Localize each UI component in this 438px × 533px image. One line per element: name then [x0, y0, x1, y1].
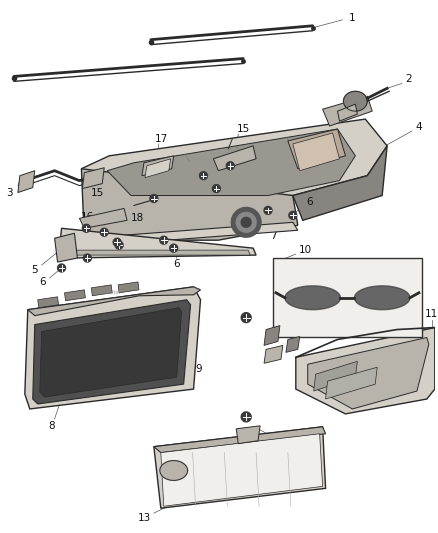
Text: 9: 9	[195, 364, 202, 374]
Polygon shape	[264, 206, 272, 214]
Polygon shape	[60, 228, 256, 258]
Polygon shape	[354, 286, 410, 310]
Polygon shape	[241, 412, 251, 422]
Polygon shape	[81, 119, 387, 196]
Polygon shape	[57, 264, 66, 272]
Text: 18: 18	[131, 213, 144, 223]
Polygon shape	[64, 250, 250, 255]
Text: 6: 6	[307, 197, 313, 207]
Polygon shape	[293, 133, 339, 171]
Polygon shape	[85, 222, 298, 246]
Polygon shape	[213, 146, 256, 171]
Text: 16: 16	[81, 212, 94, 222]
Text: 16: 16	[212, 153, 225, 163]
Polygon shape	[200, 172, 208, 180]
Text: 3: 3	[7, 188, 13, 198]
Text: 2: 2	[406, 75, 412, 84]
FancyBboxPatch shape	[273, 258, 422, 337]
Text: 4: 4	[416, 122, 422, 132]
Polygon shape	[82, 224, 90, 232]
Polygon shape	[82, 168, 104, 189]
Text: 13: 13	[138, 513, 152, 523]
Polygon shape	[28, 287, 201, 316]
Polygon shape	[107, 129, 355, 196]
Polygon shape	[286, 336, 300, 352]
Polygon shape	[55, 233, 78, 262]
Polygon shape	[285, 286, 340, 310]
Polygon shape	[113, 238, 121, 246]
Polygon shape	[264, 345, 283, 364]
Polygon shape	[38, 297, 59, 308]
Polygon shape	[212, 184, 220, 192]
Polygon shape	[118, 282, 139, 293]
Polygon shape	[145, 159, 171, 177]
Text: 14: 14	[279, 438, 293, 448]
Polygon shape	[241, 217, 251, 227]
Polygon shape	[226, 162, 234, 169]
Polygon shape	[296, 328, 435, 414]
Polygon shape	[100, 228, 108, 236]
Polygon shape	[18, 171, 35, 192]
Polygon shape	[264, 326, 280, 345]
Polygon shape	[142, 156, 174, 176]
Polygon shape	[343, 91, 367, 111]
Text: 6: 6	[39, 277, 46, 287]
Polygon shape	[160, 461, 187, 480]
Polygon shape	[314, 361, 357, 391]
Polygon shape	[160, 236, 168, 244]
Text: 12: 12	[299, 308, 312, 318]
Polygon shape	[241, 313, 251, 322]
Polygon shape	[288, 129, 346, 169]
Polygon shape	[338, 104, 357, 121]
Text: 15: 15	[237, 124, 250, 134]
Polygon shape	[289, 212, 297, 220]
Polygon shape	[358, 289, 406, 306]
Polygon shape	[236, 426, 260, 443]
Polygon shape	[154, 427, 325, 453]
Polygon shape	[236, 213, 256, 232]
Polygon shape	[79, 208, 127, 228]
Text: 5: 5	[32, 265, 38, 275]
Polygon shape	[64, 290, 85, 301]
Text: 17: 17	[155, 134, 169, 144]
Text: 6: 6	[173, 259, 180, 269]
Polygon shape	[293, 146, 387, 220]
Polygon shape	[308, 337, 429, 409]
Polygon shape	[115, 241, 123, 249]
Text: monitor: monitor	[102, 290, 121, 295]
Text: 1: 1	[349, 13, 356, 23]
Text: 10: 10	[299, 245, 312, 255]
Polygon shape	[81, 169, 298, 240]
Polygon shape	[40, 308, 182, 397]
Polygon shape	[92, 285, 112, 296]
Polygon shape	[83, 254, 92, 262]
Polygon shape	[323, 96, 372, 126]
Polygon shape	[170, 244, 178, 252]
Polygon shape	[231, 207, 261, 237]
Polygon shape	[150, 195, 158, 203]
Polygon shape	[289, 289, 336, 306]
Polygon shape	[33, 300, 191, 404]
Polygon shape	[25, 287, 201, 409]
Text: 8: 8	[48, 421, 55, 431]
Text: 15: 15	[91, 188, 104, 198]
Polygon shape	[325, 367, 377, 399]
Text: 11: 11	[425, 309, 438, 319]
Text: 7: 7	[270, 231, 276, 241]
Polygon shape	[161, 434, 323, 506]
Polygon shape	[154, 427, 325, 508]
